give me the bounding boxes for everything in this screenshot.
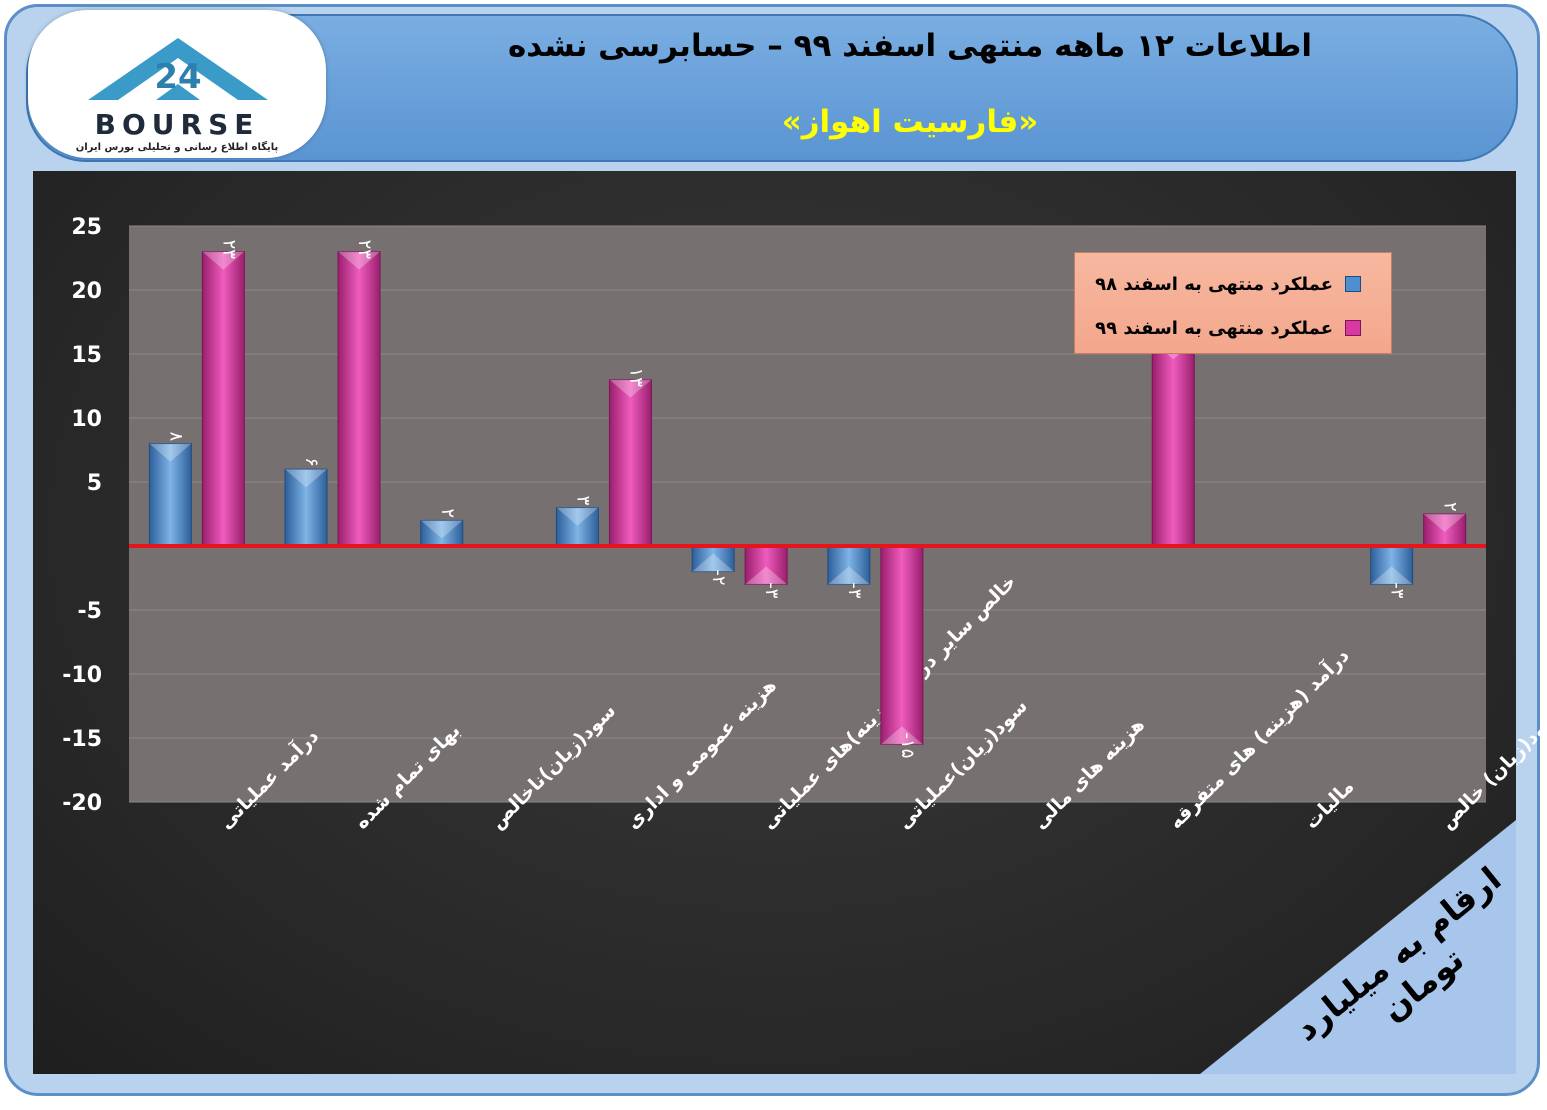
legend-swatch-98	[1345, 276, 1361, 292]
data-label: ۳	[572, 496, 593, 506]
legend-item-98: عملکرد منتهی به اسفند ۹۸	[1095, 269, 1361, 299]
data-label: ۲۳	[354, 240, 375, 260]
bar-98	[1370, 545, 1414, 585]
logo: 24 BOURSE پایگاه اطلاع رسانی و تحلیلی بو…	[28, 10, 326, 158]
data-label: ۲	[437, 508, 458, 518]
logo-number: 24	[154, 57, 201, 97]
bar-bevel	[609, 379, 652, 398]
bar-99	[1151, 340, 1195, 547]
data-label: ۸	[165, 432, 186, 442]
y-tick-label: -10	[62, 663, 102, 688]
data-label: ۲	[1440, 502, 1461, 512]
data-label: -۳	[1387, 582, 1408, 598]
bar-98	[691, 545, 735, 573]
y-tick-label: 10	[71, 407, 102, 432]
y-tick-label: 15	[71, 343, 102, 368]
data-label: ۱۳	[625, 368, 646, 388]
bar-98	[420, 519, 464, 547]
legend-label-99: عملکرد منتهی به اسفند ۹۹	[1095, 317, 1333, 339]
bar-bevel	[556, 507, 599, 526]
data-label: -۲	[708, 569, 729, 585]
logo-mark-icon: 24	[88, 38, 268, 100]
bar-bevel	[149, 443, 192, 462]
y-tick-label: 5	[87, 471, 102, 496]
legend-label-98: عملکرد منتهی به اسفند ۹۸	[1095, 273, 1333, 295]
bar-bevel	[420, 520, 463, 539]
page-title: اطلاعات ۱۲ ماهه منتهی اسفند ۹۹ – حسابرسی…	[507, 28, 1312, 64]
legend-swatch-99	[1345, 320, 1361, 336]
bar-bevel	[202, 251, 245, 270]
bar-99	[608, 379, 652, 547]
bar-99	[201, 251, 245, 547]
bar-bevel	[745, 566, 788, 585]
unit-banner: ارقام به میلیارد تومان	[1200, 820, 1516, 1074]
bar-bevel	[1370, 566, 1413, 585]
bar-bevel	[880, 726, 923, 745]
y-tick-label: -5	[78, 599, 102, 624]
bar-98	[555, 507, 599, 547]
data-label: -۱۵	[897, 733, 918, 759]
data-label: -۳	[761, 582, 782, 598]
bar-bevel	[1423, 514, 1466, 532]
data-label: ۲۳	[218, 240, 239, 260]
logo-text: BOURSE	[94, 108, 260, 141]
data-label: ۶	[301, 457, 322, 467]
page-subtitle: «فارسیت اهواز»	[781, 104, 1039, 140]
bar-98	[284, 468, 328, 547]
data-label: -۳	[844, 582, 865, 598]
bar-bevel	[692, 553, 735, 572]
logo-tagline: پایگاه اطلاع رسانی و تحلیلی بورس ایران	[75, 142, 279, 153]
bar-99	[337, 251, 381, 547]
chart-legend: عملکرد منتهی به اسفند ۹۸ عملکرد منتهی به…	[1074, 252, 1392, 354]
y-tick-label: -20	[62, 791, 102, 816]
y-tick-label: 20	[71, 279, 102, 304]
y-tick-label: -15	[62, 727, 102, 752]
bar-98	[827, 545, 871, 585]
bar-bevel	[285, 469, 328, 488]
legend-item-99: عملکرد منتهی به اسفند ۹۹	[1095, 313, 1361, 343]
bar-99	[1423, 513, 1467, 547]
y-tick-label: 25	[71, 215, 102, 240]
bar-bevel	[338, 251, 381, 270]
bar-99	[880, 545, 924, 745]
bar-bevel	[827, 566, 870, 585]
